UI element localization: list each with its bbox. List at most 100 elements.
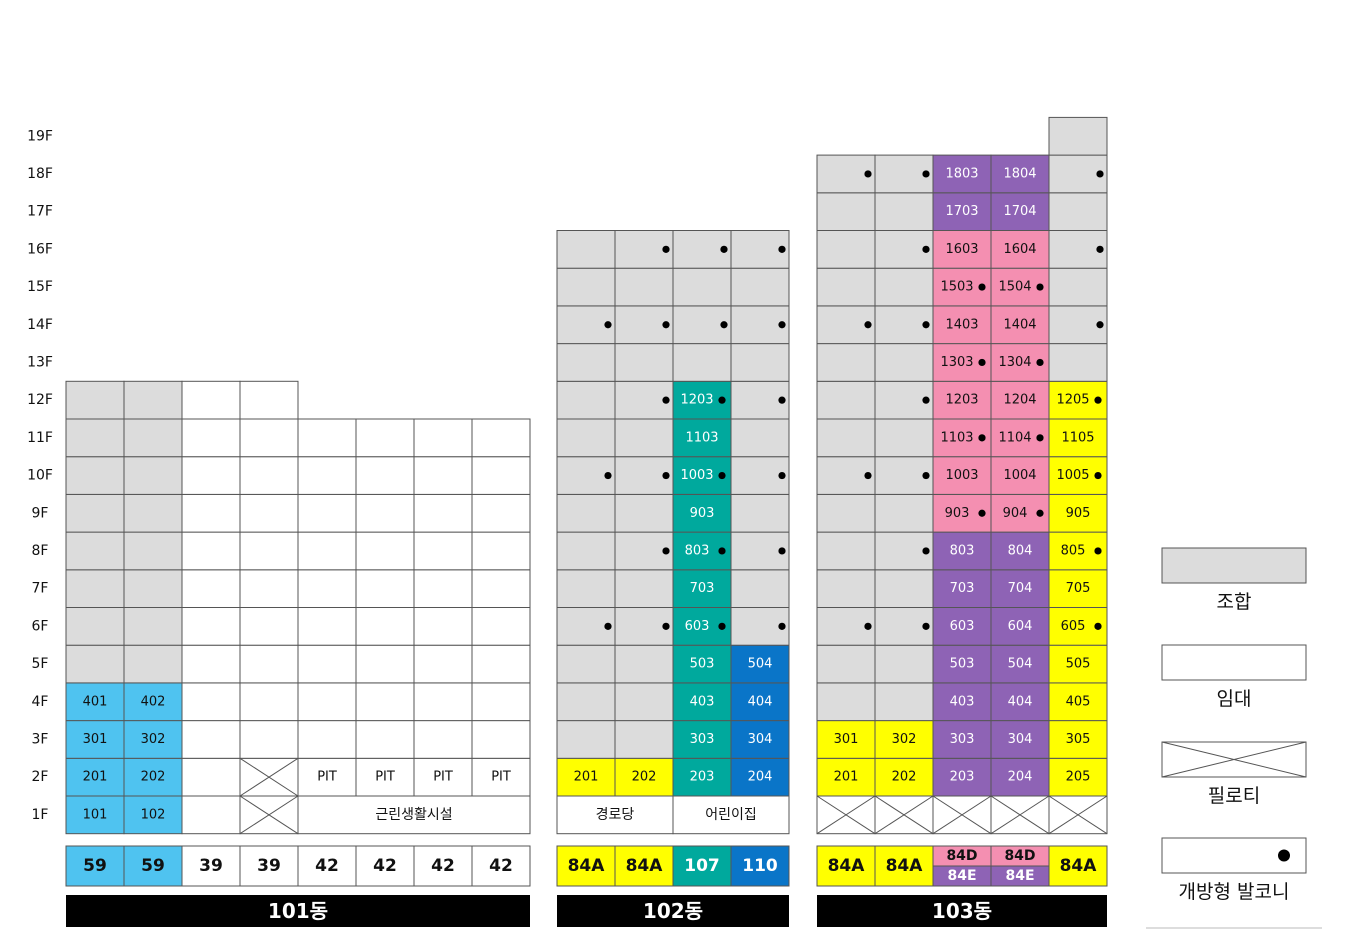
unit-cell [672,267,732,307]
unit-cell [123,795,183,835]
floor-label-11F: 11F [27,430,53,446]
balcony-dot [1096,170,1104,178]
unit-number: 1003 [680,468,713,483]
balcony-dot [978,509,986,517]
unit-type-cell [471,845,531,887]
facility-cell [672,795,790,835]
building-name: 102동 [643,899,703,923]
floor-labels: 1F 2F 3F 4F 5F 6F 7F 8F 9F 10F 11F 12F 13F 14F 15F 16F 1… [27,128,53,823]
legend-swatch [1161,644,1307,681]
unit-cell [614,644,674,684]
unit-cell [123,607,183,646]
unit-cell [932,569,992,608]
unit-number: 1503 [940,280,973,295]
balcony-dot [864,170,872,178]
unit-number: 705 [1066,581,1091,596]
legend-label: 조합 [1217,591,1252,613]
unit-number: 305 [1066,732,1091,747]
unit-cell [614,418,674,458]
building-2: 201 202 203 303 403 503 603 703 803 903 1003 1103 12… [556,230,790,927]
floor-label-13F: 13F [27,354,53,370]
balcony-dot [778,245,786,253]
unit-cell [413,720,473,759]
unit-cell [874,720,934,759]
unit-number: 304 [1008,732,1033,747]
unit-cell [816,531,876,571]
unit-cell [816,757,876,797]
unit-cell [181,607,241,646]
building-label-bar [817,895,1107,927]
pilotis-cross [874,795,934,835]
balcony-dot [978,358,986,367]
unit-number: 1603 [945,242,978,257]
unit-cell [65,418,125,458]
legend-dot-icon [1278,849,1290,862]
unit-cell [874,192,934,232]
unit-cell [990,305,1050,345]
unit-cell [614,267,674,307]
balcony-dot [662,547,670,555]
unit-number: 1203 [680,393,713,408]
floor-label-19F: 19F [27,128,53,144]
balcony-dot [1096,245,1104,253]
unit-cell [239,531,299,571]
balcony-dot [778,396,786,404]
unit-number: 905 [1066,506,1091,521]
unit-type-label: 84A [568,856,606,876]
unit-number: 1104 [998,430,1031,445]
balcony-dot [922,471,930,480]
unit-type-cell [239,845,299,887]
balcony-dot [1036,434,1044,442]
unit-cell [65,757,125,797]
unit-cell [239,569,299,608]
unit-number: 1003 [945,468,978,483]
unit-cell [413,569,473,608]
unit-cell [556,531,616,571]
floor-label-12F: 12F [27,392,53,408]
unit-type-label: 42 [315,856,339,876]
balcony-dot [718,547,726,555]
unit-cell [413,607,473,646]
unit-type-label: 84A [1060,856,1098,876]
unit-cell [730,493,790,533]
unit-number: 703 [690,581,715,596]
unit-number: 1105 [1061,430,1094,445]
unit-number: 304 [748,732,773,747]
unit-cell [556,682,616,722]
balcony-dot [604,471,612,480]
unit-cell [874,493,934,533]
unit-cell [874,343,934,382]
legend-item: 개방형 발코니 [1161,837,1307,903]
unit-cell [65,607,125,646]
unit-type-cell [355,845,415,887]
building-1: 101 201 301 401 102 202 302 402 PIT PIT PIT PIT 근린생활… [65,380,531,927]
unit-cell [730,644,790,684]
unit-number: 1804 [1003,166,1036,181]
balcony-dot [662,245,670,253]
unit-number: 904 [1003,506,1028,521]
unit-number: 301 [83,732,108,747]
floor-label-16F: 16F [27,241,53,257]
unit-cell [181,418,241,458]
unit-cell [730,720,790,759]
floor-label-10F: 10F [27,468,53,484]
unit-cell [471,531,531,571]
unit-cell [181,380,241,420]
balcony-dot [1036,509,1044,517]
unit-number: 1803 [945,166,978,181]
floor-label-17F: 17F [27,204,53,220]
building-label-bar [66,895,530,927]
unit-number: 204 [1008,770,1033,785]
unit-number: PIT [491,770,511,785]
unit-number: 303 [950,732,975,747]
unit-number: 301 [834,732,859,747]
balcony-dot [978,434,986,442]
unit-number: 1303 [940,355,973,370]
unit-type-label: 84E [947,868,976,884]
balcony-dot [864,622,872,630]
unit-cell [556,720,616,759]
unit-number: 1404 [1003,317,1036,332]
unit-number: 401 [83,694,108,709]
unit-number: 605 [1061,619,1086,634]
